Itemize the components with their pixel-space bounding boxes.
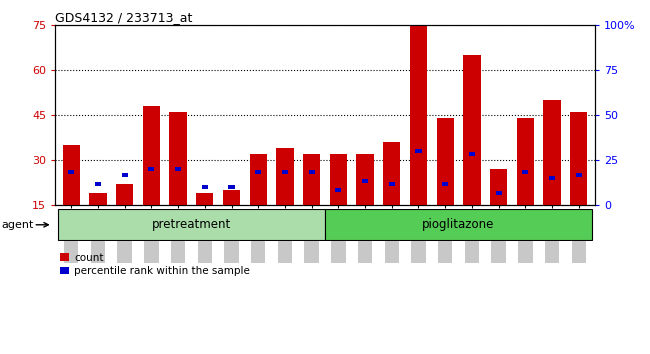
Bar	[143, 106, 160, 205]
FancyBboxPatch shape	[198, 209, 212, 263]
Bar	[229, 185, 235, 189]
Bar	[356, 154, 374, 205]
FancyBboxPatch shape	[171, 209, 185, 263]
FancyBboxPatch shape	[358, 209, 372, 263]
Text: agent: agent	[1, 220, 34, 230]
Text: pioglitazone: pioglitazone	[422, 218, 495, 231]
Bar	[68, 170, 74, 174]
Bar	[490, 169, 507, 205]
Bar	[335, 188, 341, 192]
FancyBboxPatch shape	[64, 209, 79, 263]
Bar	[170, 112, 187, 205]
FancyBboxPatch shape	[331, 209, 346, 263]
Bar	[309, 170, 315, 174]
Bar	[415, 149, 421, 153]
FancyBboxPatch shape	[278, 209, 292, 263]
Bar	[58, 210, 325, 240]
Legend: count, percentile rank within the sample: count, percentile rank within the sample	[60, 253, 250, 276]
FancyBboxPatch shape	[518, 209, 532, 263]
Bar	[330, 154, 347, 205]
Bar	[362, 179, 368, 183]
Bar	[116, 184, 133, 205]
Bar	[410, 25, 427, 205]
FancyBboxPatch shape	[118, 209, 132, 263]
Bar	[463, 55, 480, 205]
FancyBboxPatch shape	[385, 209, 399, 263]
Bar	[495, 192, 502, 195]
Text: GDS4132 / 233713_at: GDS4132 / 233713_at	[55, 11, 192, 24]
Bar	[303, 154, 320, 205]
Bar	[389, 182, 395, 186]
FancyBboxPatch shape	[411, 209, 426, 263]
Bar	[543, 100, 561, 205]
Bar	[437, 118, 454, 205]
Bar	[549, 176, 555, 180]
Bar	[250, 154, 267, 205]
Bar	[325, 210, 592, 240]
FancyBboxPatch shape	[251, 209, 265, 263]
Bar	[89, 193, 107, 205]
Bar	[276, 148, 294, 205]
Bar	[255, 170, 261, 174]
FancyBboxPatch shape	[465, 209, 479, 263]
FancyBboxPatch shape	[91, 209, 105, 263]
Bar	[576, 173, 582, 177]
Bar	[383, 142, 400, 205]
FancyBboxPatch shape	[304, 209, 319, 263]
FancyBboxPatch shape	[224, 209, 239, 263]
Bar	[522, 170, 528, 174]
Bar	[223, 190, 240, 205]
Bar	[122, 173, 128, 177]
Bar	[442, 182, 448, 186]
FancyBboxPatch shape	[545, 209, 559, 263]
Bar	[95, 182, 101, 186]
Bar	[196, 193, 213, 205]
FancyBboxPatch shape	[438, 209, 452, 263]
Bar	[570, 112, 588, 205]
Bar	[62, 145, 80, 205]
Bar	[148, 167, 155, 171]
FancyBboxPatch shape	[144, 209, 159, 263]
Bar	[282, 170, 288, 174]
Bar	[175, 167, 181, 171]
FancyBboxPatch shape	[571, 209, 586, 263]
Bar	[517, 118, 534, 205]
Bar	[469, 152, 475, 156]
Text: pretreatment: pretreatment	[152, 218, 231, 231]
FancyBboxPatch shape	[491, 209, 506, 263]
Bar	[202, 185, 208, 189]
